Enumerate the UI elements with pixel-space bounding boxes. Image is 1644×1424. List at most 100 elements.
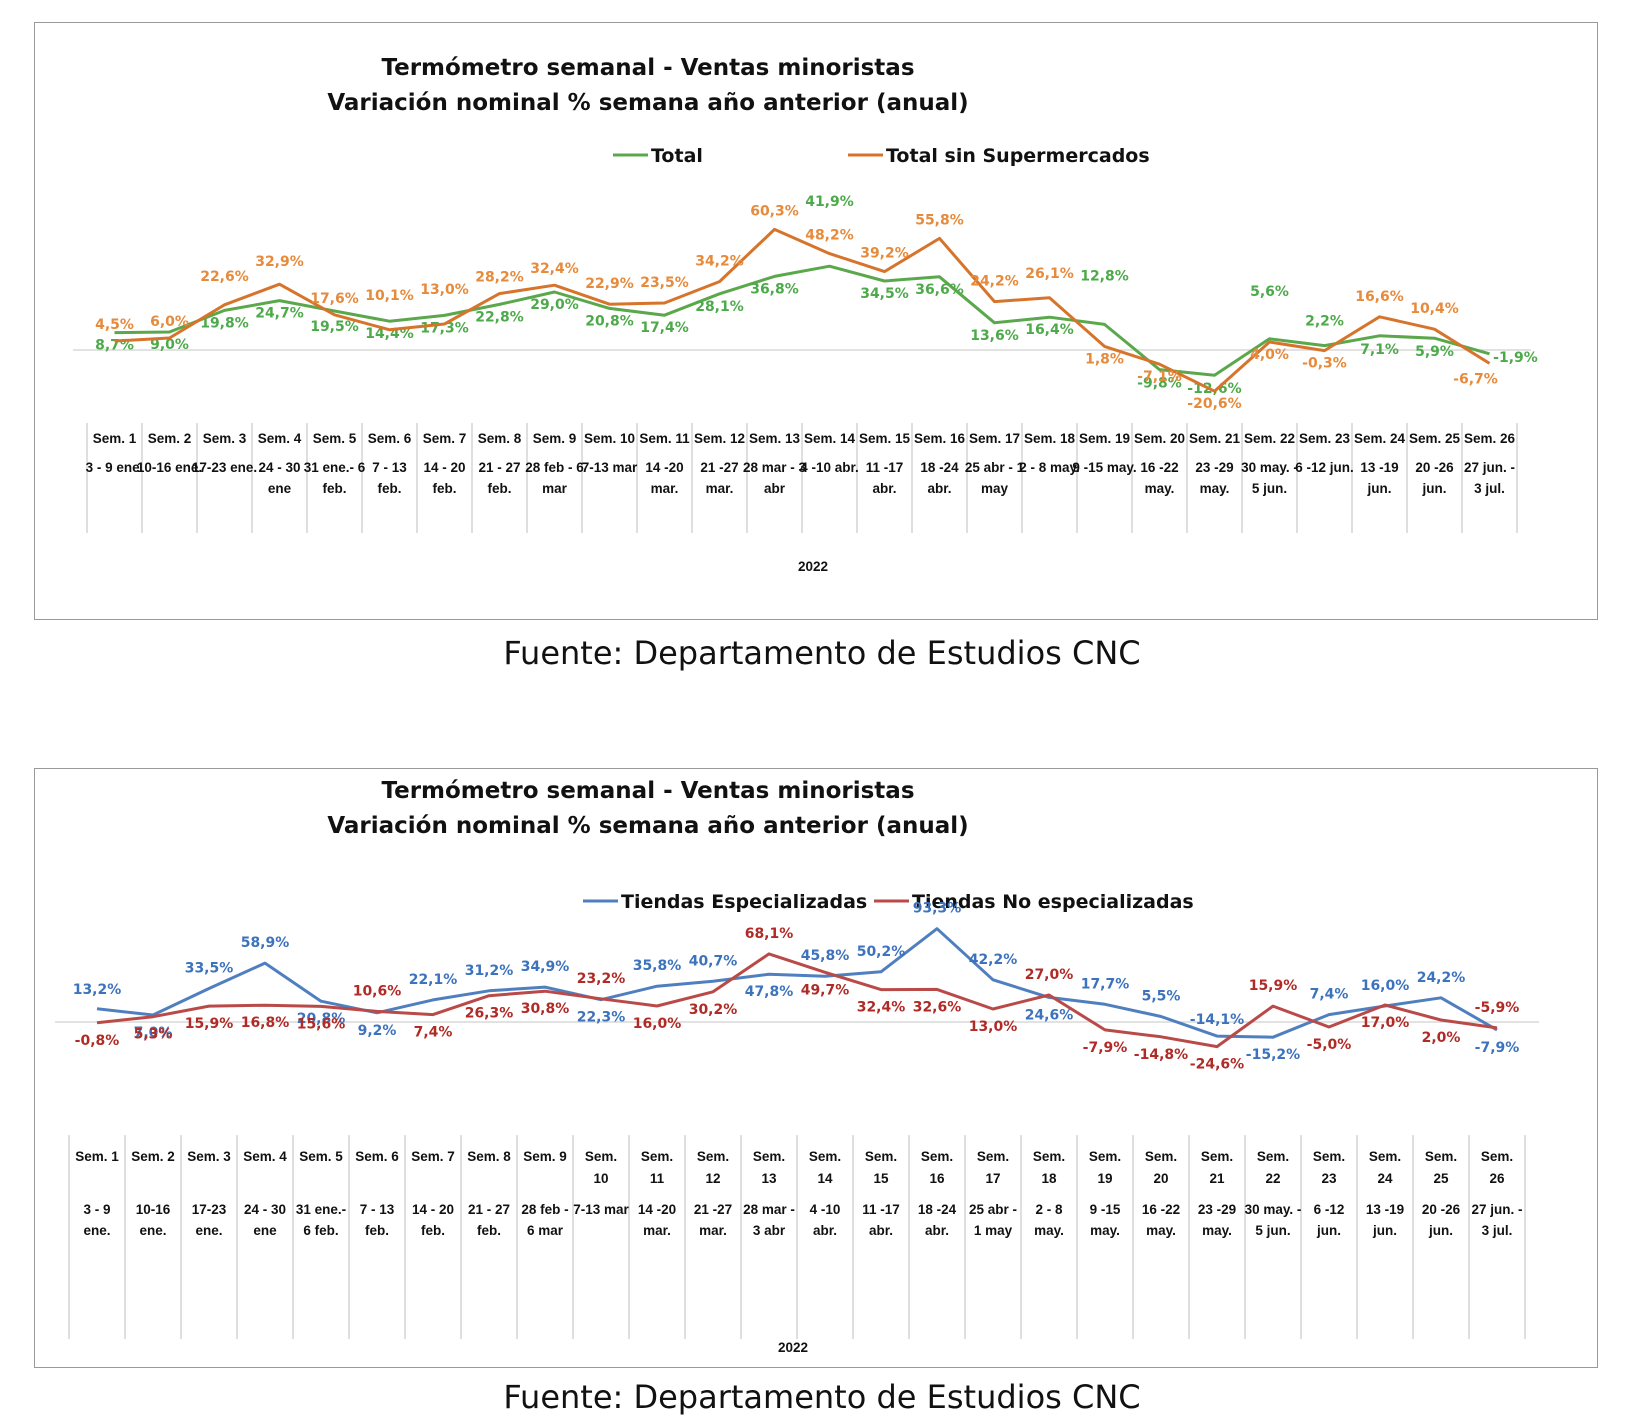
- data-label: 17,7%: [1081, 976, 1130, 992]
- x-tick-week-label: Sem. 14: [804, 431, 856, 446]
- x-tick-range-label: 23 -29: [1195, 460, 1233, 475]
- data-label: 23,5%: [640, 275, 689, 291]
- x-tick-range-label: abr.: [869, 1223, 893, 1238]
- data-label: 16,6%: [1355, 289, 1404, 305]
- data-label: 32,6%: [913, 999, 962, 1015]
- x-tick-range-label: 13 -19: [1360, 460, 1398, 475]
- x-tick-range-label: ene: [253, 1223, 277, 1238]
- data-label: 36,6%: [915, 282, 964, 298]
- chart-1-svg: Termómetro semanal - Ventas minoristas V…: [73, 55, 1538, 574]
- data-label: 4,0%: [1250, 347, 1289, 363]
- x-tick-range-label: 27 jun. -: [1471, 1202, 1522, 1217]
- x-tick-week-label: Sem. 15: [859, 431, 911, 446]
- x-tick-range-label: 9 -15: [1090, 1202, 1121, 1217]
- x-tick-range-label: feb.: [377, 481, 401, 496]
- data-label: 7,1%: [1360, 342, 1399, 358]
- x-tick-week-label: Sem. 22: [1244, 431, 1295, 446]
- x-tick-range-label: 24 - 30: [258, 460, 300, 475]
- x-tick-range-label: 30 may. -: [1241, 460, 1298, 475]
- data-label: 34,5%: [860, 286, 909, 302]
- chart-2-svg: Termómetro semanal - Ventas minoristas V…: [55, 778, 1539, 1355]
- x-tick-week-label: Sem. 18: [1024, 431, 1076, 446]
- x-tick-week-label: 14: [817, 1171, 833, 1186]
- x-tick-range-label: 28 mar - 3: [743, 460, 807, 475]
- x-tick-week-label: Sem.: [1313, 1149, 1345, 1164]
- data-label: 19,5%: [310, 319, 359, 335]
- x-tick-range-label: 18 -24: [918, 1202, 957, 1217]
- data-label: 45,8%: [801, 948, 850, 964]
- x-tick-range-label: mar: [542, 481, 568, 496]
- x-tick-range-label: 21 -27: [700, 460, 738, 475]
- data-label: 26,1%: [1025, 266, 1074, 282]
- x-tick-range-label: mar.: [699, 1223, 727, 1238]
- data-label: 28,1%: [695, 299, 744, 315]
- x-tick-week-label: Sem. 8: [467, 1149, 511, 1164]
- x-tick-range-label: 25 abr -: [969, 1202, 1017, 1217]
- x-tick-week-label: Sem. 25: [1409, 431, 1461, 446]
- x-tick-range-label: ene: [268, 481, 292, 496]
- x-tick-week-label: Sem.: [921, 1149, 953, 1164]
- x-tick-range-label: 14 - 20: [423, 460, 465, 475]
- data-label: 9,0%: [150, 337, 189, 353]
- x-tick-week-label: 18: [1041, 1171, 1057, 1186]
- data-label: 36,8%: [750, 281, 799, 297]
- data-label: 13,2%: [73, 982, 122, 998]
- x-tick-range-label: jun.: [1372, 1223, 1397, 1238]
- data-label: 34,9%: [521, 959, 570, 975]
- x-tick-week-label: Sem. 17: [969, 431, 1020, 446]
- x-tick-week-label: 23: [1321, 1171, 1337, 1186]
- data-label: 16,0%: [633, 1016, 682, 1032]
- data-label: 22,3%: [577, 1010, 626, 1026]
- x-tick-range-label: feb.: [477, 1223, 501, 1238]
- x-tick-range-label: 21 -27: [694, 1202, 732, 1217]
- x-tick-range-label: abr.: [813, 1223, 837, 1238]
- x-tick-week-label: Sem. 6: [368, 431, 412, 446]
- data-label: -0,3%: [1302, 356, 1347, 372]
- x-tick-range-label: 20 -26: [1415, 460, 1454, 475]
- data-label: 16,4%: [1025, 322, 1074, 338]
- x-tick-week-label: Sem.: [697, 1149, 729, 1164]
- x-tick-week-label: Sem. 11: [639, 431, 690, 446]
- x-tick-week-label: 13: [761, 1171, 777, 1186]
- x-tick-range-label: may.: [1146, 1223, 1176, 1238]
- x-tick-range-label: feb.: [487, 481, 511, 496]
- data-label: 9,2%: [358, 1023, 397, 1039]
- data-label: 17,4%: [640, 320, 689, 336]
- x-tick-range-label: 9 -15 may.: [1072, 460, 1136, 475]
- data-label: -14,8%: [1134, 1047, 1188, 1063]
- data-label: 20,8%: [585, 313, 634, 329]
- x-tick-week-label: Sem.: [1145, 1149, 1177, 1164]
- x-tick-week-label: Sem.: [977, 1149, 1009, 1164]
- x-tick-range-label: 28 mar -: [743, 1202, 795, 1217]
- data-label: 6,0%: [150, 314, 189, 330]
- x-tick-range-label: 5 jun.: [1255, 1223, 1290, 1238]
- x-tick-week-label: Sem. 16: [914, 431, 966, 446]
- series-line-0: [114, 264, 1490, 377]
- x-tick-week-label: Sem. 7: [411, 1149, 455, 1164]
- legend-label-total-sin-supermercados: Total sin Supermercados: [886, 145, 1150, 167]
- data-label: 23,2%: [577, 971, 626, 987]
- x-tick-range-label: jun.: [1316, 1223, 1341, 1238]
- x-tick-week-label: 17: [985, 1171, 1000, 1186]
- x-tick-week-label: Sem.: [1033, 1149, 1065, 1164]
- x-tick-week-label: 19: [1097, 1171, 1112, 1186]
- x-tick-range-label: 11 -17: [862, 1202, 900, 1217]
- x-tick-range-label: 14 -20: [638, 1202, 676, 1217]
- data-label: 24,2%: [1417, 970, 1466, 986]
- data-label: 22,8%: [475, 309, 524, 325]
- x-tick-range-label: 16 -22: [1140, 460, 1178, 475]
- data-label: -15,2%: [1246, 1047, 1300, 1063]
- x-tick-week-label: 21: [1209, 1171, 1225, 1186]
- data-label: 20,8%: [297, 1011, 346, 1027]
- x-tick-week-label: 11: [650, 1171, 665, 1186]
- x-tick-week-label: Sem.: [1425, 1149, 1457, 1164]
- x-tick-range-label: may.: [1034, 1223, 1064, 1238]
- x-tick-range-label: 21 - 27: [478, 460, 520, 475]
- x-tick-week-label: 10: [593, 1171, 608, 1186]
- x-tick-week-label: 20: [1153, 1171, 1168, 1186]
- data-label: 31,2%: [465, 963, 514, 979]
- x-tick-range-label: 3 jul.: [1482, 1223, 1513, 1238]
- x-tick-range-label: 14 - 20: [412, 1202, 454, 1217]
- data-label: -20,6%: [1187, 396, 1241, 412]
